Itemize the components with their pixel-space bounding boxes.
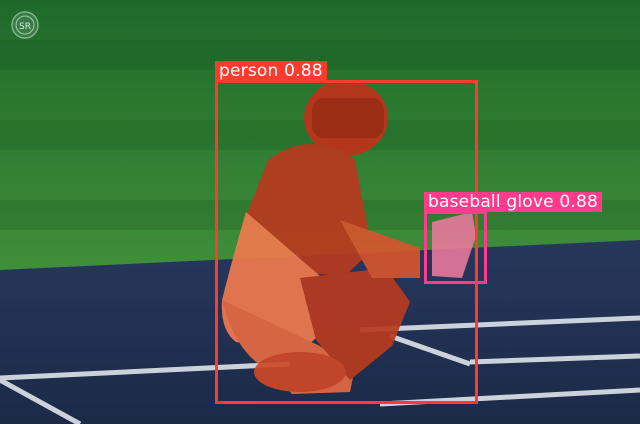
person-bounding-box bbox=[215, 80, 478, 404]
baseball-glove-detection-label: baseball glove 0.88 bbox=[424, 192, 603, 212]
svg-text:SR: SR bbox=[19, 22, 31, 32]
logo-seal-icon: SR bbox=[11, 11, 39, 39]
glove-mask bbox=[432, 212, 476, 278]
person-detection-label: person 0.88 bbox=[215, 61, 327, 81]
person-mask bbox=[221, 80, 420, 394]
watermark-seal: SR bbox=[11, 11, 39, 39]
baseball-glove-bounding-box bbox=[424, 211, 487, 284]
